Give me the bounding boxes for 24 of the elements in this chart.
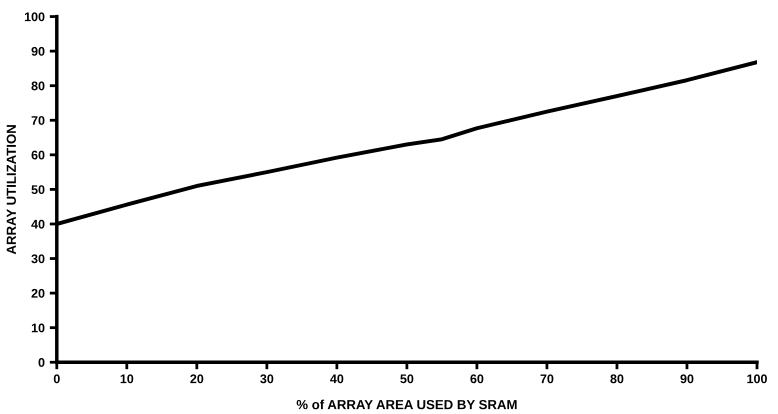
y-tick-label: 60	[32, 150, 44, 160]
x-tick-label: 60	[470, 374, 484, 384]
x-tick-label: 90	[680, 374, 694, 384]
x-tick-label: 70	[540, 374, 554, 384]
x-tick-label: 80	[610, 374, 624, 384]
y-tick-label: 40	[31, 220, 44, 229]
y-tick-label: 70	[32, 116, 44, 125]
x-tick-label: 0	[54, 374, 60, 384]
y-tick-label: 80	[31, 82, 44, 90]
y-tick-label: 10	[32, 323, 44, 332]
y-axis-title: ARRAY UTILIZATION	[6, 125, 16, 254]
y-tick-label: 0	[38, 358, 44, 367]
x-tick-label: 100	[747, 374, 767, 384]
y-tick-label: 50	[31, 185, 44, 194]
x-tick-label: 10	[120, 374, 134, 384]
x-tick-label: 20	[190, 374, 204, 384]
x-tick-label: 50	[400, 374, 414, 384]
y-tick-label: 90	[32, 46, 44, 56]
x-tick-label: 40	[330, 374, 344, 384]
y-tick-label: 20	[32, 288, 44, 298]
x-tick-label: 30	[260, 374, 274, 384]
x-axis-title: % of ARRAY AREA USED BY SRAM	[296, 400, 517, 410]
y-tick-label: 100	[24, 12, 44, 22]
y-tick-label: 30	[31, 254, 44, 264]
